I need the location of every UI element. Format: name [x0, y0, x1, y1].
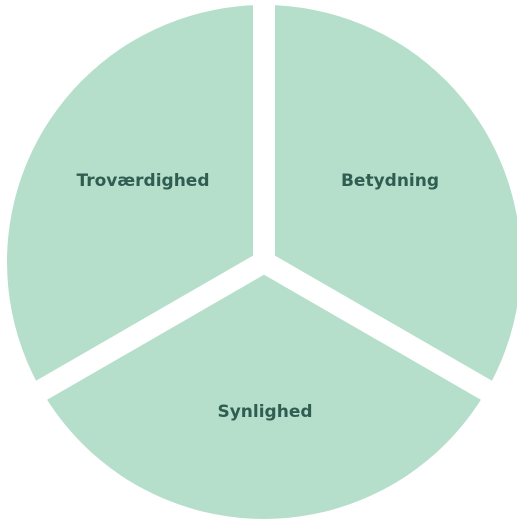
- segment-label: Troværdighed: [76, 171, 209, 191]
- gap-line: [0, 252, 270, 427]
- gap-line: [258, 252, 517, 421]
- segment-label: Betydning: [341, 171, 439, 191]
- segment-label: Synlighed: [217, 402, 312, 422]
- gaps: [0, 0, 517, 420]
